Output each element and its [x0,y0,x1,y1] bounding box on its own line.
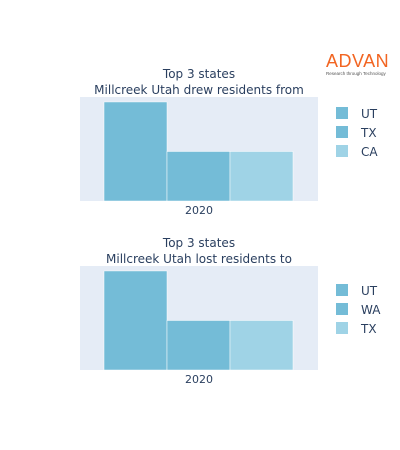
chart-2-legend-label-tx: TX [360,322,377,336]
logo-wordmark: ADVAN [326,51,390,71]
chart-1-legend-label-ca: CA [361,145,378,159]
chart-2-legend-label-wa: WA [361,303,381,317]
chart-2-bar-tx [229,320,294,371]
chart-2-legend-swatch-tx [336,322,348,334]
advan-logo: ADVAN Research through Technology [326,52,394,77]
chart-2-bar-wa [166,320,231,371]
chart-1-legend-label-tx: TX [360,126,377,140]
chart-1-legend-swatch-ut [336,107,348,119]
chart-1-legend-swatch-ca [336,145,348,157]
chart-1-bar-tx [166,151,231,202]
chart-2-legend-swatch-wa [336,303,348,315]
chart-2-title-line-1: Top 3 states [162,236,235,250]
chart-1-title-line-2: Millcreek Utah drew residents from [94,83,304,97]
chart-1-bar-ca [229,151,294,202]
logo-tagline: Research through Technology [326,71,386,76]
chart-1-title-line-1: Top 3 states [162,67,235,81]
chart-1-legend-label-ut: UT [361,107,378,121]
chart-2-title-line-2: Millcreek Utah lost residents to [106,252,292,266]
chart-2-x-tick-label: 2020 [185,373,213,386]
chart-2-bar-ut [103,270,168,371]
chart-1-x-tick-label: 2020 [185,204,213,217]
chart-2-legend-label-ut: UT [361,284,378,298]
chart-1-bar-ut [103,101,168,202]
chart-1-legend-swatch-tx [336,126,348,138]
chart-2-legend-swatch-ut [336,284,348,296]
